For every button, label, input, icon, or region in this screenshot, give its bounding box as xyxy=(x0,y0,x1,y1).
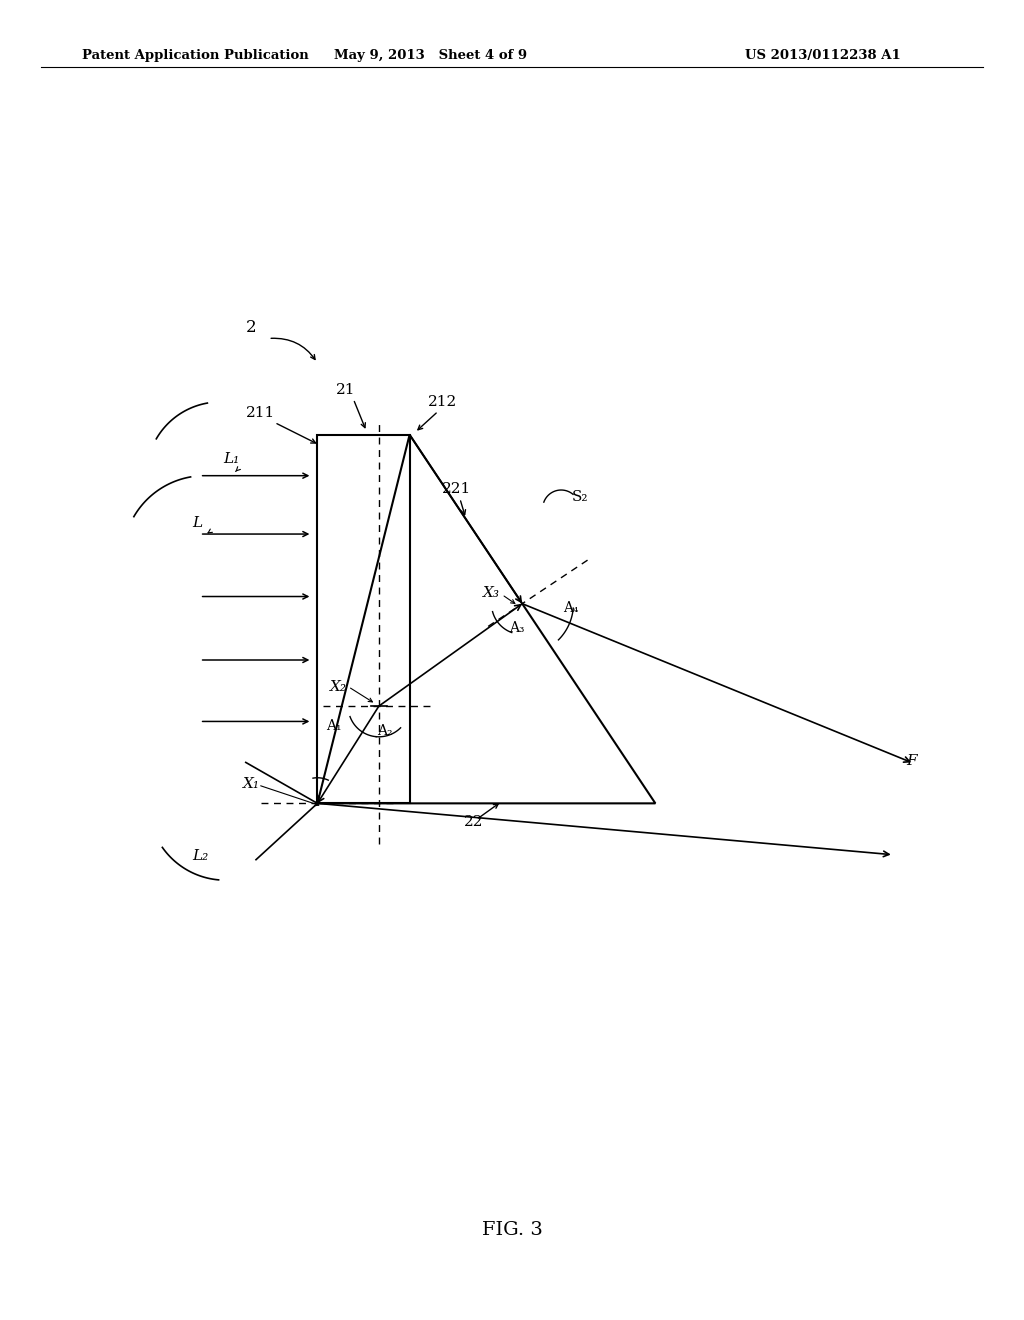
Text: F: F xyxy=(906,755,916,768)
Text: L₁: L₁ xyxy=(223,453,240,466)
Text: A₂: A₂ xyxy=(377,723,392,738)
Text: Patent Application Publication: Patent Application Publication xyxy=(82,49,308,62)
Text: A₃: A₃ xyxy=(509,622,524,635)
Text: A₄: A₄ xyxy=(563,601,579,615)
Text: May 9, 2013   Sheet 4 of 9: May 9, 2013 Sheet 4 of 9 xyxy=(334,49,526,62)
Text: A₁: A₁ xyxy=(326,718,341,733)
Text: L₂: L₂ xyxy=(193,849,209,863)
Text: 211: 211 xyxy=(246,407,275,420)
Text: X₃: X₃ xyxy=(483,586,501,599)
Text: 2: 2 xyxy=(246,319,256,337)
Text: S₂: S₂ xyxy=(571,490,588,504)
Text: 21: 21 xyxy=(336,383,355,397)
Text: 221: 221 xyxy=(442,482,472,496)
Text: FIG. 3: FIG. 3 xyxy=(481,1221,543,1239)
Text: L: L xyxy=(193,516,203,529)
Text: US 2013/0112238 A1: US 2013/0112238 A1 xyxy=(745,49,901,62)
Text: X₁: X₁ xyxy=(243,777,260,791)
Text: 212: 212 xyxy=(428,395,458,409)
Text: X₂: X₂ xyxy=(330,680,347,694)
Text: 22: 22 xyxy=(464,814,483,829)
